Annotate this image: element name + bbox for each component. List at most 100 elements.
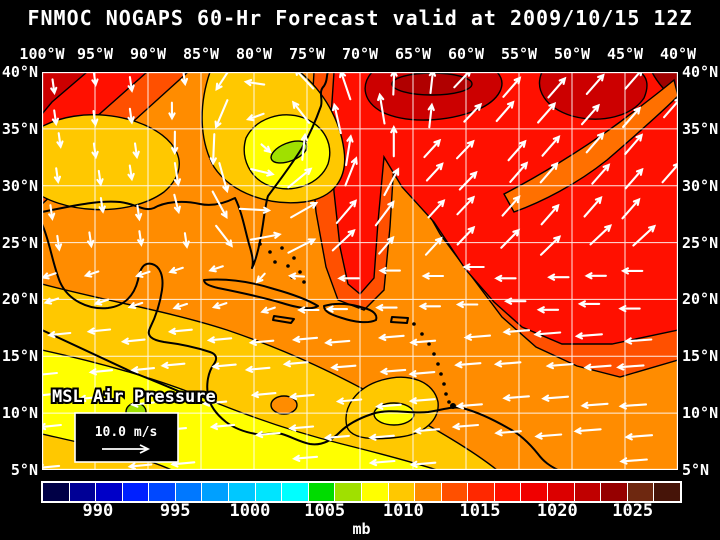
wind-arrow-icon: [413, 427, 441, 435]
wind-arrow-icon: [167, 395, 193, 403]
wind-arrow-icon: [173, 161, 182, 187]
wind-arrow-icon: [288, 424, 315, 432]
wind-arrow-icon: [209, 133, 217, 166]
wind-arrow-icon: [127, 301, 144, 310]
wind-arrow-icon: [215, 224, 233, 248]
wind-arrow-icon: [453, 72, 471, 89]
wind-arrow-icon: [624, 433, 654, 441]
wind-arrow-icon: [455, 139, 475, 160]
wind-arrow-icon: [132, 142, 140, 160]
lon-tick-label: 80°W: [235, 45, 273, 63]
map-frame: [42, 72, 678, 470]
wind-arrow-icon: [462, 263, 485, 271]
wind-arrow-icon: [541, 394, 570, 402]
colorbar-tick-label: 1025: [612, 501, 654, 521]
wind-arrow-icon: [127, 164, 135, 182]
wind-arrow-icon: [339, 72, 352, 101]
colorbar-segment: [122, 483, 149, 501]
colorbar-segment: [308, 483, 335, 501]
colorbar-segment: [202, 483, 229, 501]
wind-arrow-icon: [632, 224, 657, 247]
wind-arrow-icon: [494, 429, 522, 437]
wind-arrow-icon: [130, 400, 155, 408]
wind-arrow-icon: [250, 391, 277, 399]
wind-arrow-icon: [463, 333, 492, 341]
wind-arrow-icon: [585, 131, 605, 154]
wind-arrow-icon: [135, 270, 151, 278]
wind-arrow-icon: [297, 306, 320, 314]
wind-arrow-icon: [618, 304, 641, 313]
wind-arrow-icon: [375, 303, 398, 312]
wind-arrow-icon: [96, 169, 104, 187]
colorbar-segment: [574, 483, 601, 501]
us-coastline: [42, 72, 329, 269]
colorbar-tick-label: 990: [82, 501, 114, 521]
wind-arrow-icon: [86, 327, 112, 335]
lon-tick-label: 85°W: [182, 45, 220, 63]
colorbar-segment: [601, 483, 627, 501]
wind-arrow-icon: [390, 125, 398, 158]
wind-arrow-icon: [127, 76, 135, 93]
wind-arrow-icon: [584, 272, 607, 280]
wind-arrow-icon: [537, 102, 557, 124]
wind-arrow-icon: [325, 305, 349, 313]
wind-arrow-icon: [173, 193, 181, 215]
wind-arrow-icon: [77, 394, 103, 403]
lon-tick-label: 45°W: [606, 45, 644, 63]
lat-tick-label: 35°N: [1, 119, 38, 138]
wind-scale-label: 10.0 m/s: [95, 425, 158, 440]
wind-arrow-icon: [377, 92, 386, 125]
lat-tick-label: 5°N: [10, 460, 38, 479]
wind-arrow-icon: [214, 99, 229, 129]
wind-arrow-icon: [378, 235, 395, 255]
wind-arrow-icon: [246, 112, 265, 122]
lat-tick-label: 40°N: [682, 63, 719, 81]
wind-arrow-icon: [425, 162, 444, 182]
wind-arrow-icon: [50, 78, 58, 96]
colorbar-segment: [521, 483, 547, 501]
colorbar: [41, 481, 682, 503]
wind-arrow-icon: [331, 102, 342, 135]
wind-arrow-icon: [502, 328, 531, 336]
wind-arrow-icon: [331, 228, 356, 252]
colorbar-segment: [96, 483, 122, 501]
wind-arrow-icon: [215, 72, 230, 92]
wind-arrow-icon: [536, 306, 560, 314]
wind-arrow-icon: [206, 336, 233, 344]
wind-arrow-icon: [409, 338, 437, 346]
colorbar-segment: [547, 483, 574, 501]
wind-arrow-icon: [120, 337, 146, 345]
wind-arrow-icon: [135, 204, 143, 222]
wind-arrow-icon: [42, 272, 57, 280]
wind-arrow-icon: [291, 454, 319, 462]
lon-tick-label: 90°W: [129, 45, 167, 63]
lon-tick-label: 40°W: [659, 45, 697, 63]
colorbar-unit: mb: [352, 520, 371, 538]
wind-arrow-icon: [42, 371, 58, 378]
wind-arrow-icon: [539, 235, 562, 256]
wind-arrow-icon: [591, 163, 611, 185]
lat-tick-label: 20°N: [1, 290, 38, 309]
lat-tick-label: 15°N: [682, 347, 719, 366]
colorbar-segment: [441, 483, 468, 501]
wind-arrow-icon: [137, 230, 145, 247]
wind-arrow-icon: [93, 298, 110, 306]
wind-arrow-icon: [589, 224, 613, 246]
wind-arrow-icon: [456, 225, 476, 246]
lon-tick-label: 70°W: [341, 45, 379, 63]
wind-arrow-icon: [56, 132, 64, 149]
lon-tick-label: 65°W: [394, 45, 432, 63]
wind-arrow-icon: [288, 392, 315, 401]
lat-tick-label: 20°N: [682, 290, 719, 309]
wind-arrow-icon: [455, 402, 483, 410]
wind-scale-arrow-icon: [102, 444, 151, 454]
wind-arrow-icon: [211, 190, 228, 220]
lon-tick-label: 75°W: [288, 45, 326, 63]
forecast-map: MSL Air Pressure 10.0 m/s: [42, 72, 678, 470]
wind-arrow-icon: [455, 300, 479, 309]
wind-arrow-icon: [580, 103, 600, 126]
colorbar-segment: [229, 483, 255, 501]
lat-tick-label: 30°N: [1, 176, 38, 195]
wind-arrow-icon: [287, 272, 306, 280]
